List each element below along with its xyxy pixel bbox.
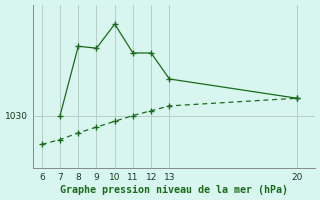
X-axis label: Graphe pression niveau de la mer (hPa): Graphe pression niveau de la mer (hPa) [60,185,288,195]
